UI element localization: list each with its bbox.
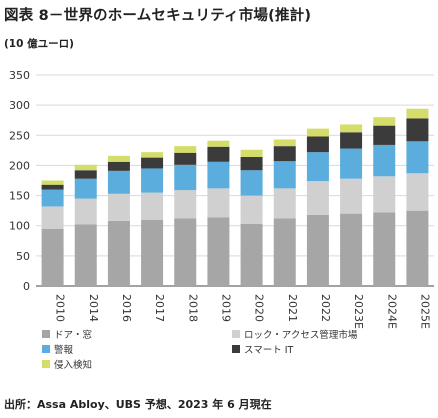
bar-segment	[107, 161, 130, 171]
bar-segment	[74, 198, 97, 225]
bar-segment	[41, 180, 64, 185]
bar-segment	[306, 181, 329, 215]
chart-title: 図表 8－世界のホームセキュリティ市場(推計)	[4, 8, 312, 24]
bar-segment	[306, 214, 329, 286]
x-axis: 2010 2014 2016 2017 2018 2019 2020 2021 2022 2023…	[54, 294, 432, 329]
legend-label: ドア・窓	[54, 329, 92, 341]
bar-segment	[273, 161, 296, 189]
bar-segment	[306, 136, 329, 153]
bar-segment	[340, 124, 363, 133]
y-tick-label: 300	[9, 99, 30, 112]
legend-swatch	[42, 330, 50, 338]
x-tick-label: 2022	[319, 294, 332, 322]
legend-swatch	[42, 345, 50, 353]
bar-segment	[373, 144, 396, 177]
bar-segment	[74, 170, 97, 179]
x-tick-label: 2021	[286, 294, 299, 322]
bar-segment	[406, 108, 429, 119]
x-tick-label: 2023E	[352, 294, 365, 329]
bar-segment	[141, 157, 164, 169]
bar-segment	[141, 152, 164, 158]
bar-segment	[174, 146, 197, 153]
legend-label: 侵入検知	[54, 359, 92, 371]
bar-segment	[306, 152, 329, 182]
y-tick-label: 100	[9, 220, 30, 233]
x-tick-label: 2019	[219, 294, 232, 322]
unit-label: (10 億ユーロ)	[4, 38, 74, 50]
x-tick-label: 2018	[186, 294, 199, 322]
bar-segment	[240, 149, 263, 157]
x-tick-label: 2016	[120, 294, 133, 322]
bar-segment	[41, 206, 64, 229]
legend-label: ロック・アクセス管理市場	[244, 329, 358, 341]
bar-segment	[174, 164, 197, 191]
bar-segment	[340, 178, 363, 214]
bar-segment	[207, 140, 230, 147]
bar-segment	[207, 146, 230, 162]
bars	[41, 108, 429, 286]
bar-segment	[207, 188, 230, 218]
bar-segment	[406, 141, 429, 174]
x-tick-label: 2024E	[385, 294, 398, 329]
bar-segment	[373, 212, 396, 286]
bar-segment	[240, 170, 263, 196]
bar-segment	[273, 218, 296, 286]
x-tick-label: 2020	[253, 294, 266, 322]
bar-segment	[273, 188, 296, 219]
bar-segment	[74, 224, 97, 286]
grid-lines	[36, 74, 434, 257]
bar-segment	[207, 161, 230, 189]
bar-segment	[141, 168, 164, 193]
bar-segment	[174, 152, 197, 165]
bar-segment	[107, 155, 130, 162]
bar-segment	[174, 190, 197, 219]
x-tick-label: 2017	[153, 294, 166, 322]
y-tick-label: 200	[9, 159, 30, 172]
bar-segment	[406, 173, 429, 211]
y-tick-label: 150	[9, 190, 30, 203]
x-tick-label: 2025E	[418, 294, 431, 329]
bar-segment	[340, 132, 363, 149]
bar-segment	[107, 193, 130, 221]
y-tick-label: 350	[9, 69, 30, 82]
legend-swatch	[232, 345, 240, 353]
bar-segment	[240, 156, 263, 171]
bar-segment	[107, 220, 130, 286]
bar-segment	[273, 139, 296, 147]
y-axis: 0 50 100 150 200 250 300 350	[9, 69, 434, 293]
bar-segment	[240, 195, 263, 224]
source-note: 出所：Assa Abloy、UBS 予想、2023 年 6 月現在	[4, 398, 272, 411]
legend-swatch	[42, 360, 50, 368]
x-tick-label: 2014	[87, 294, 100, 322]
bar-segment	[273, 146, 296, 162]
x-tick-label: 2010	[54, 294, 67, 322]
legend-label: 警報	[54, 344, 74, 356]
bar-segment	[41, 189, 64, 207]
bar-segment	[174, 218, 197, 286]
bar-segment	[340, 148, 363, 179]
legend-label: スマート IT	[244, 345, 294, 356]
bar-segment	[107, 170, 130, 194]
bar-segment	[406, 210, 429, 286]
bar-segment	[406, 118, 429, 142]
bar-segment	[41, 184, 64, 190]
bar-segment	[373, 125, 396, 145]
bar-segment	[340, 213, 363, 286]
bar-segment	[74, 164, 97, 171]
bar-segment	[41, 228, 64, 286]
y-tick-label: 50	[16, 250, 30, 263]
bar-segment	[141, 219, 164, 286]
bar-segment	[373, 176, 396, 213]
bar-segment	[373, 117, 396, 126]
bar-segment	[74, 178, 97, 199]
legend-swatch	[232, 330, 240, 338]
bar-segment	[141, 192, 164, 220]
y-tick-label: 250	[9, 129, 30, 142]
bar-segment	[240, 223, 263, 286]
bar-segment	[306, 128, 329, 137]
bar-segment	[207, 217, 230, 286]
y-tick-label: 0	[23, 280, 30, 293]
